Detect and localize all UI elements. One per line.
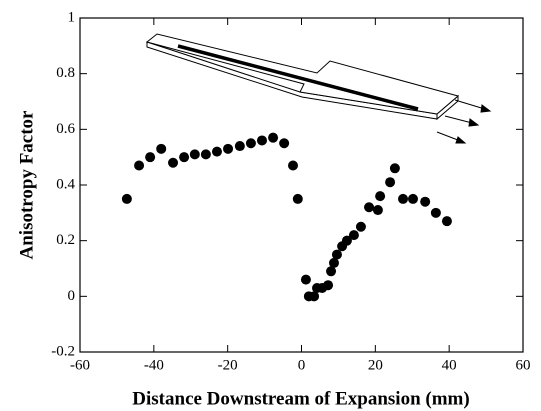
y-tick-label: 0 — [68, 288, 76, 304]
point — [328, 257, 339, 268]
y-tick-label: 0.2 — [56, 232, 75, 248]
y-tick-label: 0.8 — [56, 65, 75, 81]
point — [309, 291, 320, 302]
point — [200, 149, 211, 160]
point — [156, 143, 167, 154]
x-tick-label: 20 — [368, 357, 383, 373]
x-tick-label: 60 — [516, 357, 531, 373]
point — [279, 138, 290, 149]
x-tick-label: 0 — [298, 357, 306, 373]
inset-diagram — [145, 33, 492, 144]
point — [134, 160, 145, 171]
point — [364, 202, 375, 213]
point — [407, 193, 418, 204]
point — [121, 193, 132, 204]
diagram-channel — [177, 44, 419, 111]
point — [189, 149, 200, 160]
point — [288, 160, 299, 171]
y-tick-label: -0.2 — [51, 343, 75, 359]
x-tick-label: 40 — [442, 357, 457, 373]
point — [245, 138, 256, 149]
x-tick-label: -40 — [144, 357, 164, 373]
point — [234, 141, 245, 152]
point — [326, 266, 337, 277]
point — [341, 235, 352, 246]
point — [398, 193, 409, 204]
point — [256, 135, 267, 146]
point — [211, 146, 222, 157]
y-axis-label: Anisotropy Factor — [16, 110, 37, 260]
point — [145, 152, 156, 163]
point — [355, 221, 366, 232]
diagram-arrowhead — [480, 104, 492, 113]
point — [375, 191, 386, 202]
point — [430, 207, 441, 218]
x-tick-label: -20 — [218, 357, 238, 373]
point — [372, 205, 383, 216]
point — [292, 193, 303, 204]
diagram-plate — [145, 33, 460, 115]
y-tick-label: 1 — [68, 9, 76, 25]
point — [168, 157, 179, 168]
diagram-arrowhead — [468, 118, 480, 127]
point — [323, 280, 334, 291]
point — [300, 274, 311, 285]
point — [331, 249, 342, 260]
diagram-arrowhead — [455, 136, 467, 144]
x-tick-label: -60 — [70, 357, 90, 373]
point — [385, 177, 396, 188]
point — [420, 196, 431, 207]
point — [268, 132, 279, 143]
y-tick-label: 0.4 — [56, 176, 75, 192]
point — [179, 152, 190, 163]
point — [441, 216, 452, 227]
point — [223, 143, 234, 154]
x-axis-label: Distance Downstream of Expansion (mm) — [132, 388, 469, 409]
y-tick-label: 0.6 — [56, 121, 75, 137]
plot-frame — [79, 17, 524, 353]
point — [389, 163, 400, 174]
point — [348, 230, 359, 241]
